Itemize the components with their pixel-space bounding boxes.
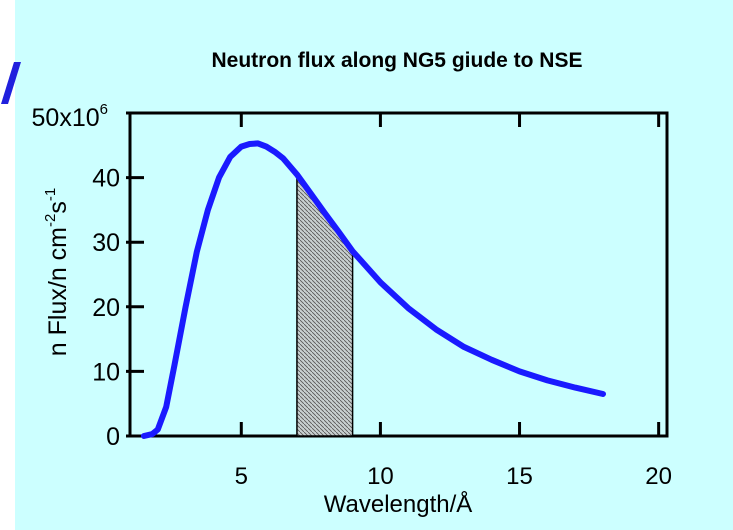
plot-frame (128, 111, 669, 438)
x-tick-label: 20 (645, 463, 672, 490)
y-tick-label: 40 (92, 165, 120, 193)
svg-text:n Flux/n cm-2s-1: n Flux/n cm-2s-1 (42, 188, 72, 356)
y-multiplier-base: 50x10 (32, 104, 100, 132)
slash-mark-icon (1, 62, 21, 104)
x-tick-label: 5 (235, 463, 248, 490)
y-tick-label: 10 (92, 358, 120, 386)
plot-area: 5 10 15 20 0 10 20 30 40 (92, 111, 672, 490)
y-axis-label-base: n Flux/n cm (44, 227, 72, 356)
y-tick-label: 30 (92, 229, 120, 257)
y-tick-label: 20 (92, 294, 120, 322)
chart-title: Neutron flux along NG5 giude to NSE (211, 49, 582, 72)
flux-curve (140, 140, 606, 439)
x-axis-label: Wavelength/Å (324, 490, 473, 518)
x-tick-label: 15 (506, 463, 533, 490)
y-axis-label-superscript: -2 (42, 214, 59, 227)
chart-panel (15, 0, 733, 530)
y-multiplier-exponent: 6 (100, 101, 108, 118)
y-axis-label-superscript: -1 (42, 188, 59, 201)
y-axis-label: n Flux/n cm-2s-1 (42, 188, 72, 356)
y-axis-multiplier: 50x106 (32, 101, 108, 132)
x-tick-label: 10 (367, 463, 394, 490)
y-tick-label: 0 (106, 423, 120, 451)
y-axis-label-unit: s (44, 201, 72, 214)
